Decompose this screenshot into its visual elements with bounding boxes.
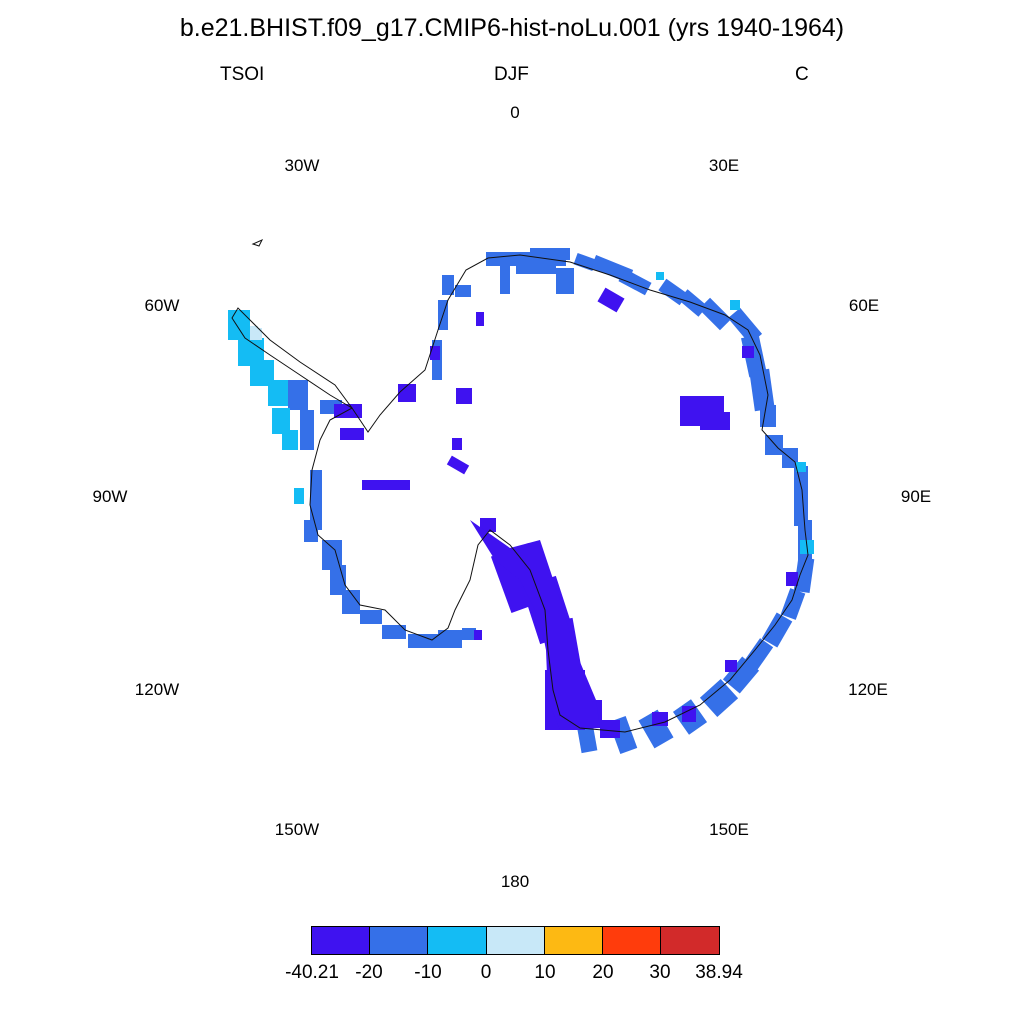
- soil-temperature-cells: [228, 248, 815, 755]
- colorbar-label: -10: [414, 962, 442, 983]
- grid-cell: [652, 712, 668, 726]
- grid-cell: [304, 520, 318, 542]
- grid-cell: [322, 540, 342, 570]
- antarctica-coastline: [309, 254, 809, 733]
- grid-cell: [600, 720, 620, 738]
- lon-label-120w: 120W: [134, 680, 180, 699]
- grid-cell: [682, 706, 696, 722]
- grid-cell: [556, 268, 574, 294]
- grid-cell: [780, 588, 806, 620]
- grid-cell: [722, 656, 760, 694]
- grid-cell: [700, 412, 730, 430]
- grid-cell: [796, 462, 806, 472]
- season-label: DJF: [494, 64, 529, 85]
- colorbar-bin-2: [369, 926, 428, 955]
- lon-label-150e: 150E: [709, 820, 749, 839]
- grid-cell: [573, 252, 597, 272]
- grid-cell: [786, 572, 798, 586]
- grid-cell: [294, 488, 304, 504]
- grid-cell: [474, 630, 482, 640]
- units-label: C: [795, 64, 809, 85]
- grid-cell: [452, 438, 462, 450]
- colorbar-label: 10: [534, 962, 556, 983]
- grid-cell: [340, 428, 364, 440]
- colorbar-bin-7: [660, 926, 720, 955]
- island-outline: [251, 238, 264, 247]
- lon-label-120e: 120E: [848, 680, 888, 699]
- grid-cell: [282, 430, 298, 450]
- grid-cell: [446, 455, 470, 475]
- grid-cell: [699, 678, 739, 718]
- grid-cell: [342, 590, 360, 614]
- grid-cell: [794, 466, 808, 526]
- grid-cell: [272, 408, 290, 434]
- grid-cell: [597, 287, 625, 313]
- grid-cell: [760, 405, 776, 427]
- grid-cell: [228, 310, 250, 340]
- grid-cell: [252, 328, 262, 340]
- grid-cell: [438, 630, 462, 648]
- grid-cell: [330, 565, 346, 595]
- grid-cell: [749, 368, 775, 412]
- colorbar-label: 20: [592, 962, 614, 983]
- lon-label-30e: 30E: [708, 156, 740, 175]
- figure-title: b.e21.BHIST.f09_g17.CMIP6-hist-noLu.001 …: [179, 14, 845, 42]
- grid-cell: [455, 285, 471, 297]
- grid-cell: [725, 660, 737, 672]
- grid-cell: [462, 628, 476, 640]
- grid-cell: [408, 634, 438, 648]
- grid-cell: [442, 275, 454, 295]
- grid-cell: [476, 312, 484, 326]
- lon-label-60w: 60W: [144, 296, 180, 315]
- grid-cell: [382, 625, 406, 639]
- grid-cell: [470, 520, 600, 730]
- grid-cell: [656, 272, 664, 280]
- colorbar-label-min: -40.21: [285, 962, 339, 983]
- grid-cell: [727, 307, 763, 345]
- grid-cell: [742, 346, 754, 358]
- lon-label-30w: 30W: [284, 156, 320, 175]
- grid-cell: [480, 518, 496, 532]
- grid-cell: [430, 346, 440, 360]
- colorbar-bin-4: [486, 926, 545, 955]
- grid-cell: [761, 612, 793, 648]
- grid-cell: [530, 248, 570, 260]
- grid-cell: [300, 410, 314, 450]
- grid-cell: [516, 262, 556, 274]
- colorbar-bin-6: [602, 926, 661, 955]
- antarctic-peninsula-coastline: [231, 307, 353, 409]
- colorbar-bin-3: [427, 926, 487, 955]
- lon-label-150w: 150W: [274, 820, 320, 839]
- grid-cell: [268, 380, 288, 406]
- grid-cell: [765, 435, 783, 455]
- grid-cell: [793, 557, 815, 593]
- grid-cell: [698, 297, 732, 331]
- grid-cell: [638, 709, 674, 749]
- colorbar-bin-1: [311, 926, 370, 955]
- grid-cell: [360, 610, 382, 624]
- grid-cell: [618, 268, 652, 296]
- colorbar-label: 0: [480, 962, 492, 983]
- grid-cell: [288, 380, 308, 410]
- lon-label-60e: 60E: [848, 296, 880, 315]
- variable-label: TSOI: [220, 64, 265, 85]
- colorbar-label: 30: [649, 962, 671, 983]
- grid-cell: [456, 388, 472, 404]
- grid-cell: [362, 480, 410, 490]
- colorbar-label-max: 38.94: [695, 962, 743, 983]
- grid-cell: [398, 384, 416, 402]
- lon-label-90e: 90E: [900, 487, 932, 506]
- lon-label-180: 180: [500, 872, 530, 891]
- lon-label-90w: 90W: [92, 487, 128, 506]
- grid-cell: [500, 264, 510, 294]
- grid-cell: [730, 300, 740, 310]
- colorbar-bin-5: [544, 926, 603, 955]
- lon-label-0: 0: [510, 103, 520, 122]
- colorbar-label: -20: [355, 962, 383, 983]
